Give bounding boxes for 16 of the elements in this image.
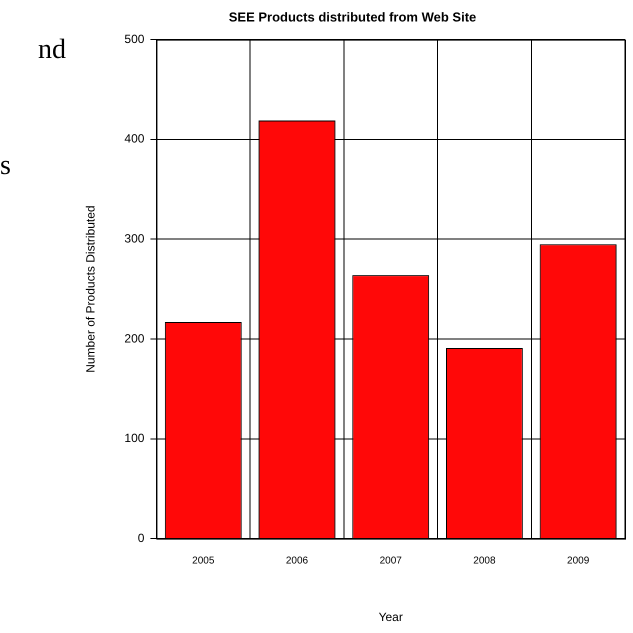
x-tick-label: 2005 [192, 555, 215, 566]
y-tick-label: 300 [124, 232, 145, 246]
text: nd [38, 34, 66, 66]
y-tick-label: 0 [138, 530, 145, 545]
y-tick-label: 500 [124, 32, 145, 46]
y-tick-label: 200 [124, 331, 145, 346]
y-tick-label: 100 [124, 431, 145, 446]
x-tick-label: 2008 [473, 555, 496, 566]
x-axis-title: Year [378, 610, 403, 624]
chart-title: SEE Products distributed from Web Site [228, 9, 476, 24]
y-axis-title: Number of Products Distributed [84, 205, 98, 373]
x-tick-label: 2009 [567, 555, 590, 566]
text: s [0, 150, 11, 182]
x-tick-label: 2007 [380, 555, 402, 566]
x-tick-label: 2006 [286, 555, 309, 566]
y-tick-label: 400 [124, 132, 145, 146]
